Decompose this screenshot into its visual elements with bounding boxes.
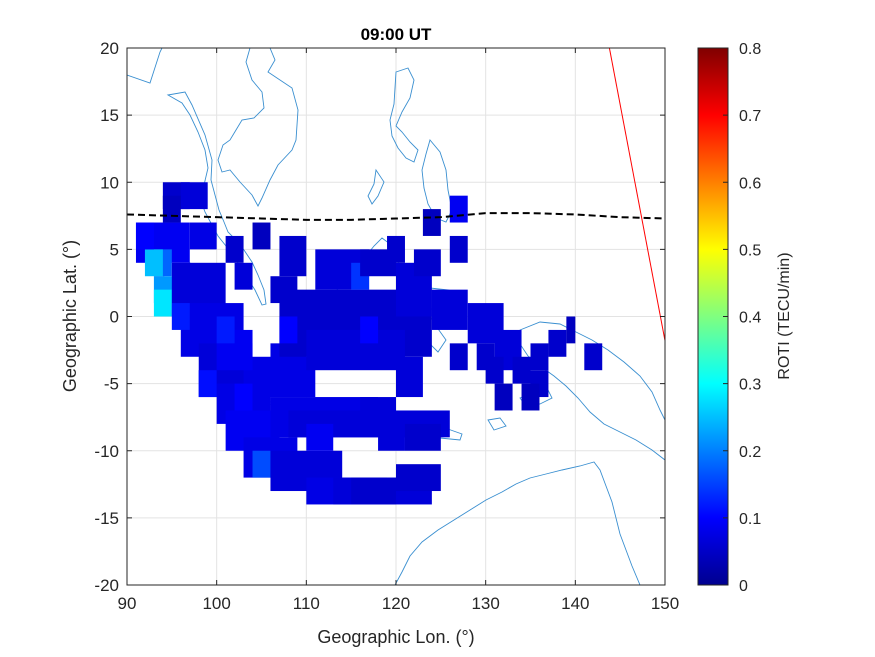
roti-cell	[306, 423, 334, 451]
y-tick-label: 15	[100, 106, 119, 125]
colorbar-tick-label: 0	[739, 578, 748, 595]
roti-cell	[387, 235, 405, 263]
y-axis-label: Geographic Lat. (°)	[60, 240, 80, 392]
colorbar-tick-label: 0.7	[739, 108, 761, 125]
roti-cell	[548, 329, 567, 357]
roti-cell	[180, 182, 208, 210]
colorbar-tick-label: 0.6	[739, 175, 761, 192]
colorbar-tick-label: 0.5	[739, 242, 761, 259]
roti-cell	[279, 316, 298, 344]
roti-cell	[521, 383, 540, 411]
roti-cell	[431, 289, 468, 330]
roti-cell	[306, 329, 405, 371]
x-tick-label: 130	[471, 594, 499, 613]
roti-cell	[234, 262, 253, 290]
roti-cell	[171, 303, 190, 330]
roti-cell	[279, 235, 307, 277]
colorbar-label: ROTI (TECU/min)	[776, 252, 793, 379]
roti-cell	[360, 316, 379, 344]
roti-cell	[449, 235, 468, 263]
roti-cell	[360, 397, 396, 424]
y-tick-label: -20	[94, 576, 119, 595]
chart-title: 09:00 UT	[361, 25, 432, 44]
roti-cell	[144, 249, 163, 277]
y-tick-label: 5	[110, 240, 119, 259]
magnetic-equator-line	[127, 212, 665, 221]
roti-cell	[512, 356, 531, 384]
roti-cells	[135, 182, 603, 505]
roti-cell	[234, 383, 253, 411]
roti-cell	[422, 209, 441, 236]
roti-cell	[566, 316, 576, 344]
coast-indochina	[217, 48, 299, 207]
y-tick-label: -10	[94, 442, 119, 461]
coast-australia	[394, 461, 641, 585]
roti-cell	[396, 356, 423, 398]
roti-cell	[530, 343, 549, 371]
roti-cell	[413, 249, 441, 277]
colorbar-tick-label: 0.3	[739, 377, 761, 394]
x-tick-label: 110	[293, 594, 320, 613]
y-tick-label: 10	[100, 173, 119, 192]
x-tick-label: 120	[382, 594, 410, 613]
roti-cell	[404, 423, 441, 451]
roti-cell	[198, 370, 217, 398]
colorbar-tick-label: 0.4	[739, 310, 761, 327]
roti-cell	[351, 477, 396, 505]
x-tick-label: 140	[561, 594, 589, 613]
roti-cell	[584, 343, 603, 371]
roti-cell	[135, 222, 154, 250]
coast-new-guinea	[519, 321, 665, 461]
roti-cell	[270, 276, 298, 304]
roti-cell	[153, 289, 172, 317]
y-tick-label: 20	[100, 39, 119, 58]
roti-cell	[449, 195, 468, 223]
y-tick-label: -15	[94, 509, 119, 528]
roti-cell	[476, 343, 495, 371]
coast-philippines	[367, 67, 453, 223]
x-tick-label: 100	[202, 594, 230, 613]
colorbar-tick-label: 0.1	[739, 511, 761, 528]
roti-cell	[225, 235, 244, 263]
y-tick-label: 0	[110, 308, 119, 327]
x-tick-label: 150	[651, 594, 679, 613]
x-axis-ticks: 90 100 110 120 130 140 150	[118, 48, 679, 613]
y-axis-ticks: 20 15 10 5 0 -5 -10 -15 -20	[94, 39, 665, 595]
roti-cell	[252, 450, 271, 478]
roti-cell	[494, 383, 513, 411]
roti-cell	[162, 195, 181, 223]
roti-cell	[449, 343, 468, 371]
terminator-line	[608, 48, 665, 341]
x-axis-label: Geographic Lon. (°)	[317, 627, 474, 647]
y-tick-label: -5	[104, 375, 119, 394]
roti-cell	[378, 423, 405, 451]
colorbar-tick-label: 0.8	[739, 41, 761, 58]
roti-cell	[216, 316, 235, 344]
colorbar-tick-label: 0.2	[739, 444, 761, 461]
coast-burma-malay-peninsula	[127, 48, 267, 306]
colorbar-ticks: 0 0.1 0.2 0.3 0.4 0.5 0.6 0.7 0.8	[723, 41, 761, 595]
roti-cell	[396, 464, 441, 492]
roti-cell	[189, 222, 217, 250]
x-tick-label: 90	[118, 594, 137, 613]
roti-cell	[252, 222, 271, 250]
